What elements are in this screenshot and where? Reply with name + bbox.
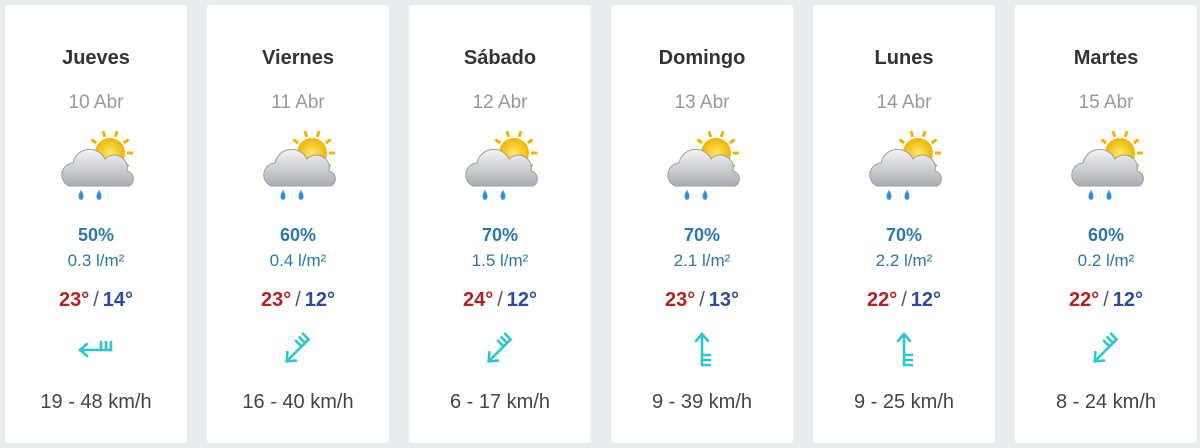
temperatures: 22°/12° xyxy=(1015,289,1197,312)
precip-amount: 2.2 l/m² xyxy=(875,251,933,270)
precip-probability: 70% xyxy=(683,225,721,245)
day-date: 10 Abr xyxy=(68,92,124,113)
wind-arrow xyxy=(487,332,512,363)
day-name: Domingo xyxy=(658,47,746,69)
temp-separator: / xyxy=(497,289,503,311)
day-card: Sábado 12 Abr 70% 1.5 l/m² 24°/12° 6 - 17 k… xyxy=(409,5,591,443)
temp-min: 12° xyxy=(910,289,942,311)
weather-icon xyxy=(263,130,336,200)
wind-speed: 8 - 24 km/h xyxy=(1055,391,1157,413)
wind-arrow xyxy=(896,332,914,367)
precip-probability: 60% xyxy=(1087,225,1125,245)
day-date: 15 Abr xyxy=(1078,92,1134,113)
wind-arrow xyxy=(78,340,113,358)
wind-speed: 6 - 17 km/h xyxy=(449,391,551,413)
wind-arrow xyxy=(285,332,310,363)
temp-min: 14° xyxy=(102,289,134,311)
temp-separator: / xyxy=(93,289,99,311)
weather-icon xyxy=(1071,130,1144,200)
wind-speed: 19 - 48 km/h xyxy=(40,391,152,413)
forecast-strip: Jueves 10 Abr 50% 0.3 l/m² 23°/14° 19 - 48 … xyxy=(5,5,1197,443)
temperatures: 23°/14° xyxy=(5,289,187,312)
day-card: Lunes 14 Abr 70% 2.2 l/m² 22°/12° 9 - 25 km… xyxy=(813,5,995,443)
day-date: 11 Abr xyxy=(271,92,325,113)
temp-min: 13° xyxy=(708,289,740,311)
day-card: Martes 15 Abr 60% 0.2 l/m² 22°/12° 8 - 24 k… xyxy=(1015,5,1197,443)
precip-amount: 0.4 l/m² xyxy=(269,251,327,270)
day-card: Jueves 10 Abr 50% 0.3 l/m² 23°/14° 19 - 48 … xyxy=(5,5,187,443)
weather-icon xyxy=(61,130,134,200)
temp-min: 12° xyxy=(506,289,538,311)
wind-speed: 9 - 25 km/h xyxy=(853,391,955,413)
wind-arrow xyxy=(1093,332,1118,363)
temp-max: 23° xyxy=(58,289,90,311)
temp-max: 22° xyxy=(866,289,898,311)
weather-icon xyxy=(465,130,538,200)
weather-icon xyxy=(667,130,740,200)
day-name: Sábado xyxy=(463,47,537,69)
day-card: Viernes 11 Abr 60% 0.4 l/m² 23°/12° 16 - 40… xyxy=(207,5,389,443)
temperatures: 23°/13° xyxy=(611,289,793,312)
day-name: Martes xyxy=(1073,47,1139,69)
temp-separator: / xyxy=(901,289,907,311)
day-date: 13 Abr xyxy=(674,92,730,113)
precip-amount: 1.5 l/m² xyxy=(471,251,529,270)
temperatures: 22°/12° xyxy=(813,289,995,312)
day-name: Lunes xyxy=(874,47,934,69)
day-card: Domingo 13 Abr 70% 2.1 l/m² 23°/13° 9 - 39 … xyxy=(611,5,793,443)
wind-speed: 16 - 40 km/h xyxy=(242,391,354,413)
precip-amount: 0.2 l/m² xyxy=(1077,251,1135,270)
precip-probability: 60% xyxy=(279,225,317,245)
temperatures: 23°/12° xyxy=(207,289,389,312)
precip-amount: 2.1 l/m² xyxy=(673,251,731,270)
day-name: Viernes xyxy=(262,47,334,69)
day-date: 12 Abr xyxy=(472,92,528,113)
temp-max: 23° xyxy=(664,289,696,311)
precip-probability: 70% xyxy=(885,225,923,245)
wind-arrow xyxy=(694,332,712,367)
temperatures: 24°/12° xyxy=(409,289,591,312)
temp-max: 22° xyxy=(1068,289,1100,311)
temp-separator: / xyxy=(699,289,705,311)
weather-icon xyxy=(869,130,942,200)
precip-amount: 0.3 l/m² xyxy=(67,251,125,270)
wind-speed: 9 - 39 km/h xyxy=(651,391,753,413)
day-date: 14 Abr xyxy=(876,92,932,113)
temp-min: 12° xyxy=(304,289,336,311)
temp-separator: / xyxy=(295,289,301,311)
temp-separator: / xyxy=(1103,289,1109,311)
precip-probability: 70% xyxy=(481,225,519,245)
temp-max: 23° xyxy=(260,289,292,311)
temp-min: 12° xyxy=(1112,289,1144,311)
temp-max: 24° xyxy=(462,289,494,311)
precip-probability: 50% xyxy=(77,225,115,245)
day-name: Jueves xyxy=(62,47,130,69)
